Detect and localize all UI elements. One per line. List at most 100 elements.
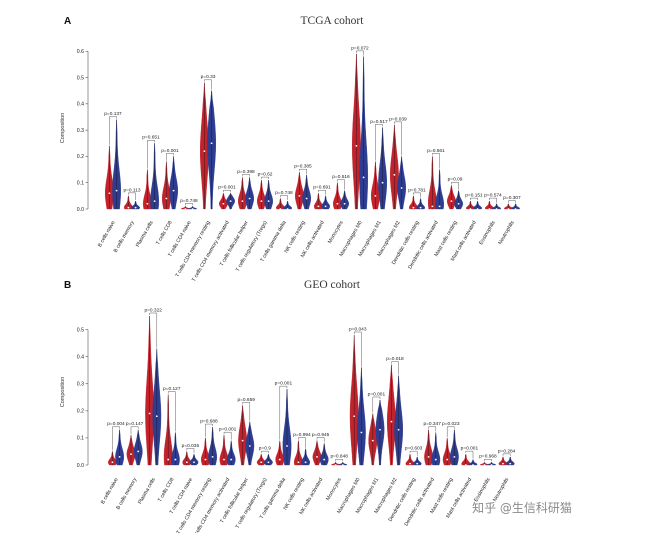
significance-bracket — [354, 331, 362, 367]
median-point — [108, 192, 111, 195]
median-point — [286, 445, 288, 447]
y-tick-label: 0.6 — [77, 49, 84, 55]
p-value-label: p=0.147 — [126, 421, 144, 427]
y-tick-label: 0.1 — [77, 436, 84, 442]
median-point — [210, 142, 213, 145]
panel-b-plot-area: 0.0 0.1 0.2 0.3 0.4 0.5 p=0.004 B cells naive p=… — [77, 307, 516, 533]
significance-bracket — [261, 176, 269, 180]
significance-bracket — [356, 50, 364, 56]
panel-a-letter: A — [64, 16, 71, 27]
median-point — [341, 464, 344, 466]
median-point — [241, 439, 244, 442]
significance-bracket — [318, 190, 326, 195]
category-label: B cells memory — [113, 220, 136, 254]
p-value-label: p=0.945 — [312, 432, 330, 438]
significance-bracket — [394, 121, 402, 156]
significance-bracket — [242, 402, 250, 421]
significance-bracket — [447, 426, 455, 437]
median-point — [174, 458, 177, 461]
panel-b-y-axis-label: Composition — [60, 377, 66, 408]
median-point — [514, 208, 517, 210]
median-point — [509, 462, 512, 465]
median-point — [118, 455, 121, 458]
median-point — [472, 464, 474, 466]
median-point — [248, 445, 251, 447]
p-value-label: p=0.001 — [461, 446, 479, 452]
median-point — [316, 455, 318, 458]
median-point — [324, 205, 327, 208]
median-point — [476, 208, 479, 210]
p-value-label: p=0.691 — [313, 185, 331, 191]
significance-bracket — [168, 391, 176, 432]
significance-bracket — [502, 453, 511, 456]
significance-bracket — [261, 450, 269, 454]
median-point — [336, 202, 339, 205]
median-point — [222, 202, 225, 205]
median-point — [127, 206, 130, 209]
significance-bracket — [432, 153, 440, 169]
median-point — [267, 200, 270, 203]
p-value-label: p=0.113 — [123, 187, 140, 193]
median-point — [146, 202, 149, 205]
category-label: Monocytes — [327, 220, 345, 245]
p-value-label: p=0.385 — [294, 164, 312, 170]
p-value-label: p=0.023 — [442, 421, 460, 427]
y-tick-label: 0.4 — [77, 102, 84, 108]
p-value-label: p=0.347 — [423, 421, 441, 427]
median-point — [278, 458, 281, 461]
y-tick-label: 0.4 — [77, 354, 84, 360]
y-tick-label: 0.5 — [77, 327, 84, 333]
median-point — [298, 194, 301, 197]
median-point — [353, 415, 356, 418]
p-value-label: p=0.035 — [182, 443, 200, 449]
y-tick-label: 0.2 — [77, 154, 84, 160]
p-value-label: p=0.001 — [368, 391, 386, 397]
category-label: Plasma cells — [137, 477, 157, 506]
category-label: Neutrophils — [492, 477, 511, 503]
median-point — [464, 464, 467, 466]
median-point — [279, 208, 282, 210]
p-value-label: p=0.151 — [465, 193, 483, 199]
median-point — [184, 208, 187, 210]
median-point — [488, 208, 491, 210]
p-value-label: p=0.561 — [427, 148, 445, 154]
p-value-label: p=0.072 — [351, 45, 369, 51]
median-point — [495, 208, 498, 210]
median-point — [111, 461, 114, 464]
p-value-label: p=0.688 — [200, 418, 218, 424]
p-value-label: p=0.62 — [258, 171, 273, 177]
median-point — [362, 176, 365, 179]
median-point — [502, 462, 504, 465]
p-value-label: p=0.781 — [408, 187, 426, 193]
median-point — [393, 173, 396, 176]
significance-bracket — [335, 459, 343, 462]
significance-bracket — [112, 426, 120, 451]
y-tick-label: 0.5 — [77, 75, 84, 81]
median-point — [379, 428, 381, 431]
p-value-label: p=0.968 — [479, 454, 497, 460]
median-point — [343, 202, 346, 205]
y-tick-label: 0.0 — [77, 207, 84, 213]
p-value-label: p=0.398 — [237, 169, 255, 175]
significance-bracket — [185, 203, 193, 206]
median-point — [193, 461, 195, 464]
significance-bracket — [299, 168, 307, 174]
significance-bracket — [205, 423, 213, 437]
median-point — [409, 462, 411, 465]
significance-bracket — [128, 192, 136, 201]
category-label: T cells CD4 memory resting — [176, 477, 213, 533]
y-tick-label: 0.3 — [77, 382, 84, 388]
significance-bracket — [186, 448, 195, 454]
p-value-label: p=0.284 — [498, 448, 516, 454]
median-point — [438, 205, 441, 208]
p-value-label: p=0.09 — [448, 177, 463, 183]
significance-bracket — [109, 116, 117, 145]
median-point — [153, 200, 156, 203]
median-point — [360, 431, 363, 434]
significance-bracket — [428, 426, 436, 432]
significance-bracket — [337, 179, 345, 190]
significance-bracket — [166, 153, 174, 161]
median-point — [260, 200, 263, 203]
p-value-label: p=0.848 — [330, 454, 348, 460]
significance-bracket — [223, 190, 231, 193]
